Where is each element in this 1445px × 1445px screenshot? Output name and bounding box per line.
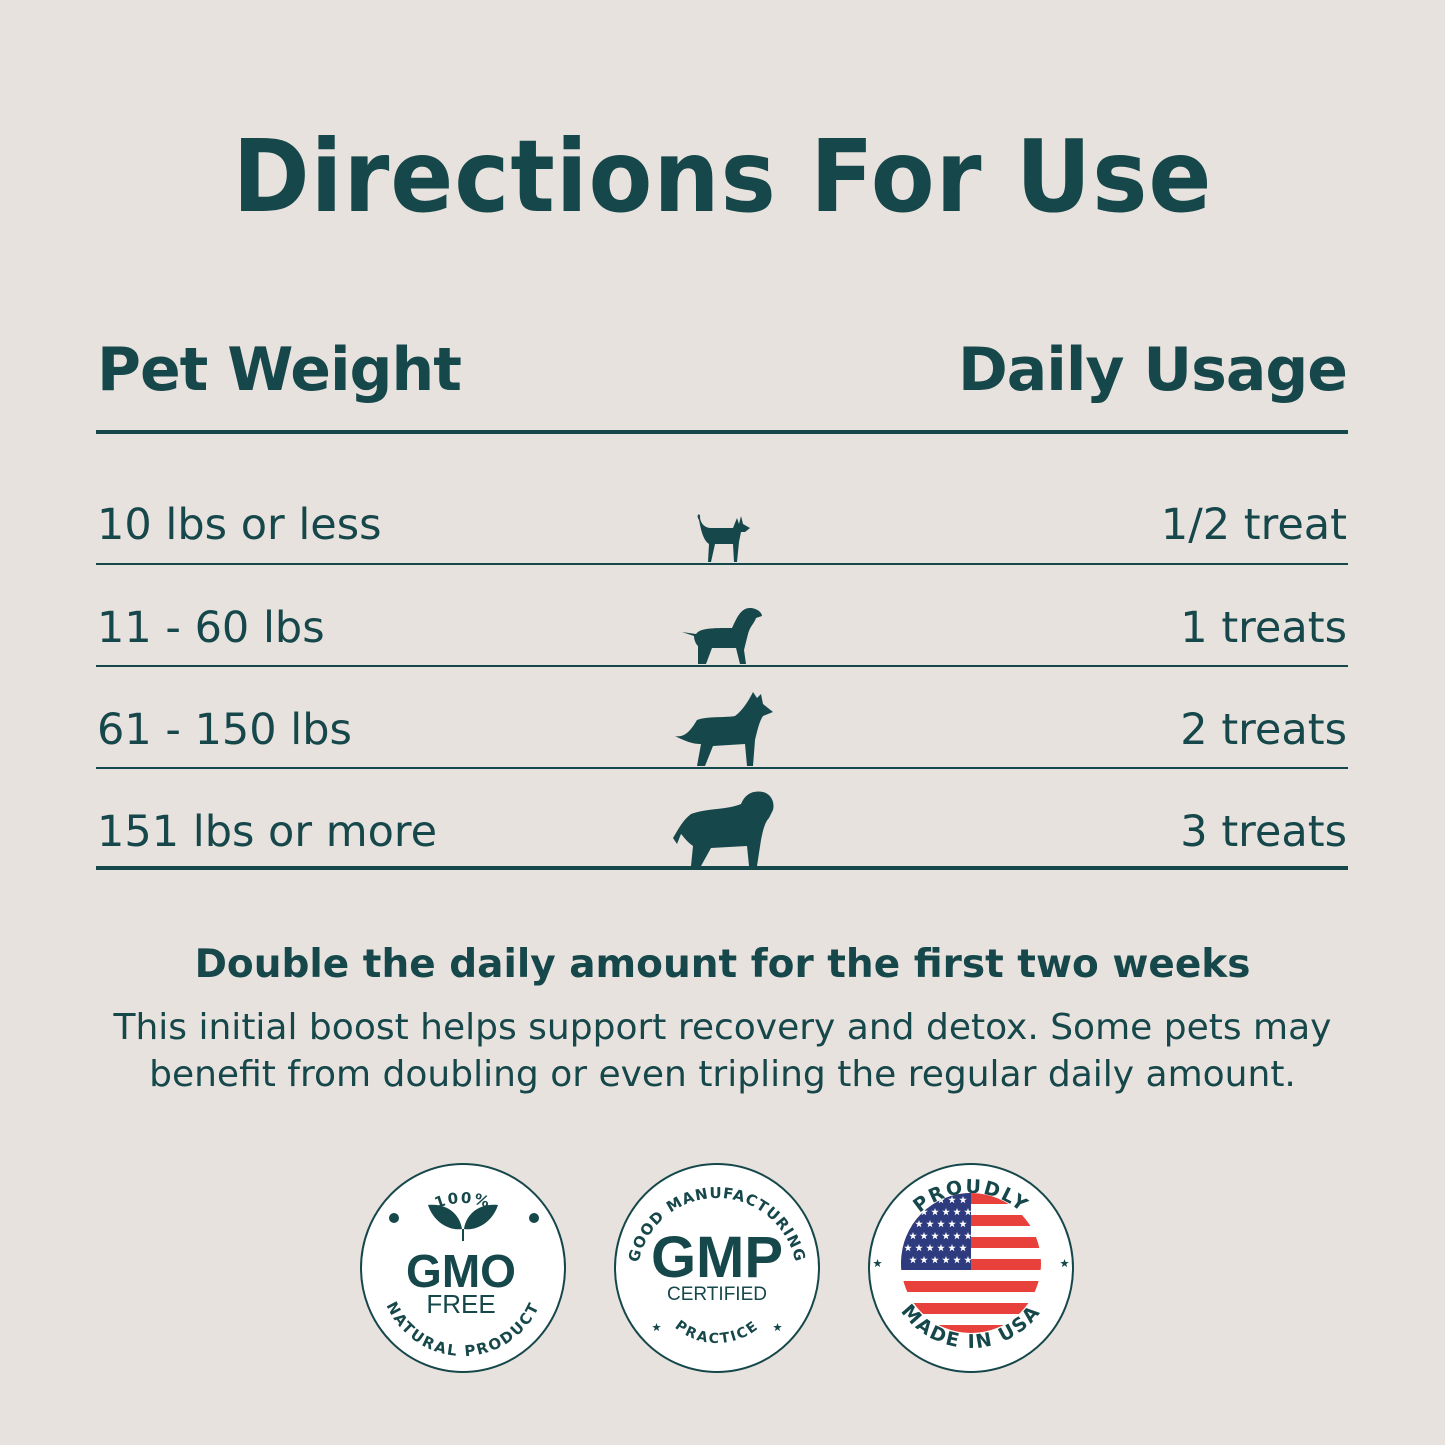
note-title: Double the daily amount for the first tw… [194,942,1251,987]
medium-dog-icon [681,608,762,664]
table-bottom-divider [96,866,1348,870]
header-daily-usage: Daily Usage [958,335,1348,405]
gmp-certified-badge: GOOD MANUFACTURING GMP CERTIFIED PRACTIC… [614,1163,820,1373]
gmo-free-badge: 100% GMO FREE NATURAL PRODUCT [360,1163,566,1373]
row-usage: 2 treats [1180,705,1347,755]
us-flag-icon [901,1193,1041,1333]
badge-sub-text: FREE [426,1289,495,1319]
large-dog-icon [674,692,773,766]
giant-dog-icon [672,791,774,866]
row-weight: 11 - 60 lbs [97,603,325,653]
header-pet-weight: Pet Weight [97,335,462,405]
made-in-usa-badge: PROUDLY MADE IN USA [868,1163,1074,1373]
row-divider [96,767,1348,769]
row-divider [96,665,1348,667]
badge-sub-text: CERTIFIED [667,1284,767,1305]
row-usage: 1 treats [1180,603,1347,653]
badge-main-text: GMP [651,1225,783,1290]
header-divider [96,430,1348,434]
row-weight: 61 - 150 lbs [97,705,352,755]
row-usage: 3 treats [1180,807,1347,857]
row-divider [96,563,1348,565]
row-usage: 1/2 treat [1160,500,1347,550]
row-weight: 10 lbs or less [97,500,382,550]
leaf-icon [428,1204,498,1241]
small-dog-icon [697,514,750,562]
note-body: This initial boost helps support recover… [113,1007,1332,1095]
page-title: Directions For Use [232,118,1213,235]
row-weight: 151 lbs or more [97,807,438,857]
badge-main-text: GMO [406,1245,516,1297]
